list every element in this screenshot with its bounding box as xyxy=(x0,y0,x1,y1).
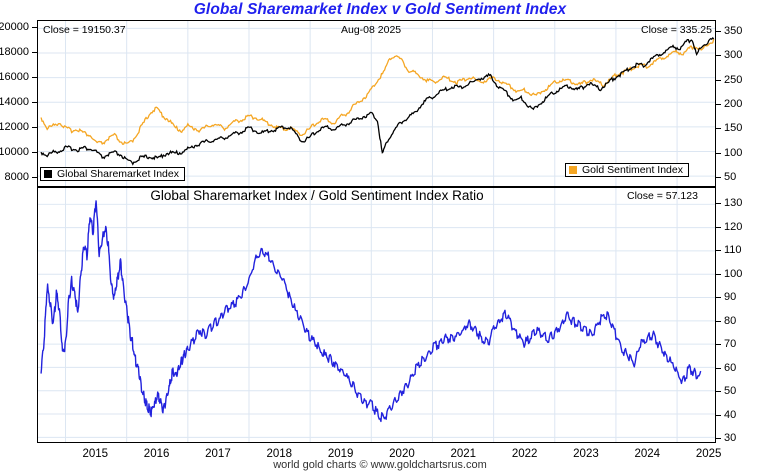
tick-mark xyxy=(716,250,721,251)
top-right-tick-250: 250 xyxy=(724,74,742,86)
legend-sharemarket: Global Sharemarket Index xyxy=(40,167,185,181)
chart-date-label: Aug-08 2025 xyxy=(341,24,401,36)
bottom-right-tick-70: 70 xyxy=(724,338,736,350)
tick-mark xyxy=(716,368,721,369)
tick-mark xyxy=(32,27,37,28)
ratio-chart-title: Global Sharemarket Index / Gold Sentimen… xyxy=(37,188,597,203)
tick-mark xyxy=(716,177,721,178)
top-right-tick-50: 50 xyxy=(724,171,736,183)
top-right-tick-150: 150 xyxy=(724,122,742,134)
legend-gold-sentiment: Gold Sentiment Index xyxy=(565,163,689,177)
chart-page: Global Sharemarket Index v Gold Sentimen… xyxy=(0,0,760,475)
tick-mark xyxy=(32,152,37,153)
legend-swatch-gold-sentiment xyxy=(569,166,577,174)
tick-mark xyxy=(32,127,37,128)
top-right-tick-100: 100 xyxy=(724,147,742,159)
bottom-right-tick-50: 50 xyxy=(724,385,736,397)
tick-mark xyxy=(716,128,721,129)
top-left-tick-10000: 10000 xyxy=(0,146,29,158)
top-left-tick-18000: 18000 xyxy=(0,46,29,58)
top-left-tick-16000: 16000 xyxy=(0,71,29,83)
top-left-tick-8000: 8000 xyxy=(5,171,29,183)
top-close-left-label: Close = 19150.37 xyxy=(43,24,126,36)
top-left-tick-12000: 12000 xyxy=(0,121,29,133)
legend-swatch-sharemarket xyxy=(44,170,52,178)
top-close-right-label: Close = 335.25 xyxy=(641,24,712,36)
tick-mark xyxy=(716,55,721,56)
top-chart-panel xyxy=(37,20,716,187)
bottom-right-tick-120: 120 xyxy=(724,221,742,233)
tick-mark xyxy=(32,102,37,103)
tick-mark xyxy=(716,104,721,105)
tick-mark xyxy=(716,227,721,228)
bottom-right-tick-100: 100 xyxy=(724,268,742,280)
tick-mark xyxy=(716,344,721,345)
bottom-right-tick-30: 30 xyxy=(724,432,736,444)
tick-mark xyxy=(716,203,721,204)
top-chart-plot xyxy=(38,21,715,186)
bottom-right-tick-80: 80 xyxy=(724,315,736,327)
ratio-close-label: Close = 57.123 xyxy=(627,190,698,202)
legend-label-gold-sentiment: Gold Sentiment Index xyxy=(582,165,683,175)
tick-mark xyxy=(716,391,721,392)
ratio-chart-panel xyxy=(37,187,716,443)
bottom-right-tick-110: 110 xyxy=(724,244,742,256)
page-title: Global Sharemarket Index v Gold Sentimen… xyxy=(0,1,760,19)
top-right-tick-350: 350 xyxy=(724,25,742,37)
top-left-tick-20000: 20000 xyxy=(0,21,29,33)
top-right-tick-200: 200 xyxy=(724,98,742,110)
tick-mark xyxy=(716,31,721,32)
bottom-right-tick-130: 130 xyxy=(724,197,742,209)
tick-mark xyxy=(32,77,37,78)
tick-mark xyxy=(716,415,721,416)
top-right-tick-300: 300 xyxy=(724,49,742,61)
tick-mark xyxy=(716,274,721,275)
tick-mark xyxy=(716,297,721,298)
bottom-right-tick-40: 40 xyxy=(724,409,736,421)
tick-mark xyxy=(716,321,721,322)
tick-mark xyxy=(716,153,721,154)
tick-mark xyxy=(716,80,721,81)
footer-credit: world gold charts © www.goldchartsrus.co… xyxy=(0,459,760,471)
tick-mark xyxy=(32,177,37,178)
bottom-right-tick-60: 60 xyxy=(724,362,736,374)
tick-mark xyxy=(716,438,721,439)
bottom-right-tick-90: 90 xyxy=(724,291,736,303)
legend-label-sharemarket: Global Sharemarket Index xyxy=(57,169,179,179)
tick-mark xyxy=(32,52,37,53)
ratio-chart-plot xyxy=(38,188,715,442)
top-left-tick-14000: 14000 xyxy=(0,96,29,108)
